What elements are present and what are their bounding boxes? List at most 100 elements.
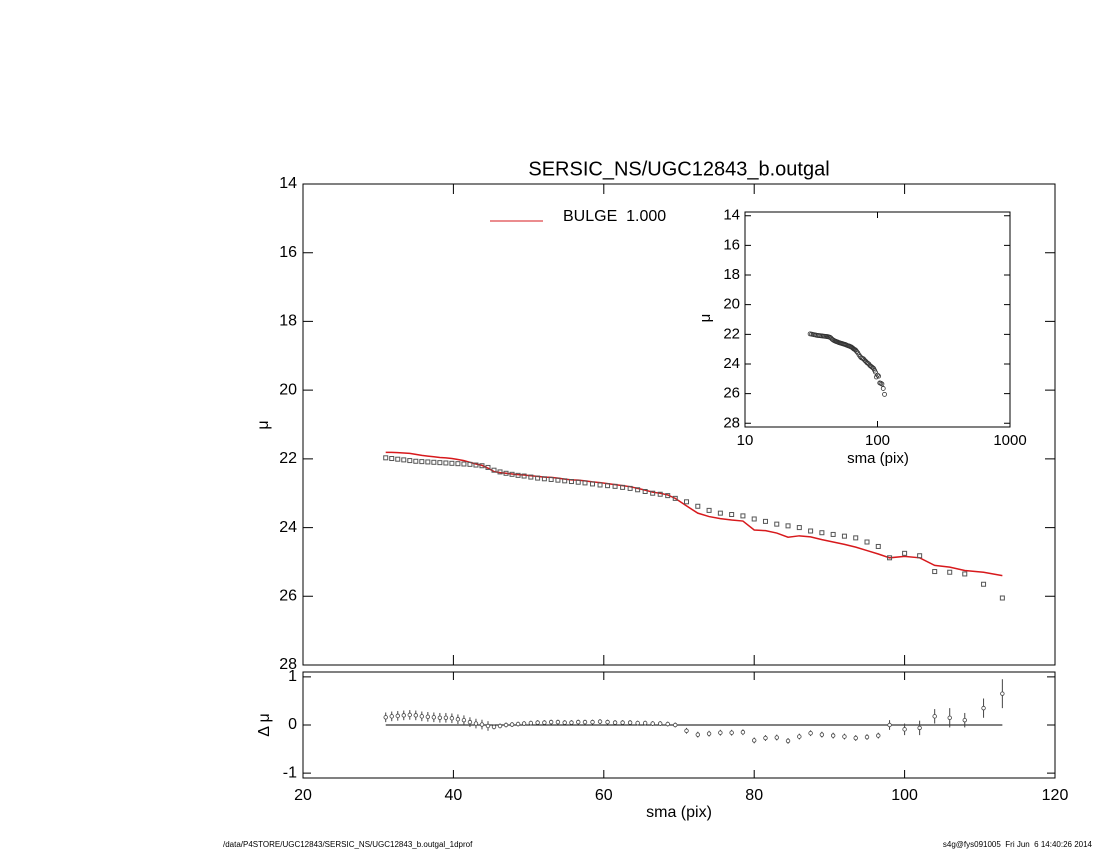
residual-point [830,733,836,738]
residual-point [590,719,595,725]
data-point [665,493,671,499]
residual-point [437,715,443,720]
y-tick-label: 14 [279,175,297,192]
x-tick-label: 60 [595,787,613,804]
residual-point [497,723,503,729]
residual-point [407,712,412,718]
inset-y-label: μ [697,314,714,323]
residual-point [473,721,479,726]
inset-point [880,386,886,391]
residual-point [467,719,473,725]
inset-point [878,380,884,386]
inset-point [879,381,885,387]
data-point [830,531,836,537]
data-point [597,482,603,488]
residual-point [455,717,461,722]
data-point [650,490,656,496]
residual-point [443,715,449,720]
y-tick-label: 24 [723,355,740,372]
x-tick-label: 40 [445,787,463,804]
residual-point [597,719,603,724]
residual-point [752,738,757,743]
data-point [590,481,596,487]
residual-point [635,720,640,726]
data-point [999,595,1005,601]
plot-frame [302,183,1056,666]
data-point [785,523,791,529]
plot-frame [744,211,1011,428]
data-point [467,461,473,467]
data-point [383,455,389,461]
data-point [401,457,407,463]
residual-point [706,731,712,736]
residual-point [395,713,400,719]
residual-point [562,720,567,725]
data-point [425,459,431,465]
data-point [932,569,938,575]
x-tick-label: 80 [745,787,763,804]
data-point [575,479,581,485]
data-point [612,483,618,489]
data-point [521,473,527,479]
residual-point [673,722,678,728]
footer-path: /data/P4STORE/UGC12843/SERSIC_NS/UGC1284… [223,840,473,849]
data-point [437,460,443,466]
residual-point [853,735,858,741]
y-tick-label: -1 [283,764,297,781]
residual-point [582,719,588,725]
residual-point [887,722,892,728]
residual-point [425,714,431,720]
residual-point [962,717,967,723]
data-point [672,495,678,501]
residual-point [808,730,813,736]
data-point [774,521,780,527]
residual-point [864,734,870,740]
residual-point [528,720,534,726]
data-point [497,469,503,475]
x-tick-label: 1000 [993,432,1026,449]
residual-point [981,705,986,711]
x-tick-label: 20 [294,787,312,804]
y-tick-label: 18 [279,313,297,330]
y-tick-label: 14 [723,207,740,224]
data-point [443,460,449,466]
data-point [808,528,814,534]
residual-point [419,714,425,719]
footer-stamp: s4g@fys091005 Fri Jun 6 14:40:26 2014 [943,840,1093,849]
data-point [491,467,497,473]
data-point [717,510,723,516]
data-point [887,555,893,561]
data-point [548,476,554,482]
residual-point [569,720,574,725]
data-point [917,553,923,559]
residual-point [555,719,561,725]
residual-point [785,738,791,744]
y-tick-label: 20 [279,381,297,398]
y-tick-label: 22 [723,325,740,342]
data-point [962,571,968,577]
residual-point [449,716,455,721]
data-point [706,507,712,513]
data-point [449,460,455,466]
residual-point [774,735,779,740]
data-point [473,462,479,468]
residual-point [819,732,825,737]
data-point [455,461,461,467]
data-point [853,535,859,541]
y-tick-label: 26 [723,385,740,402]
residual-point [612,720,618,725]
data-point [431,459,437,465]
residual-y-label: Δ μ [256,713,273,736]
residual-point [521,721,527,726]
data-point [515,472,521,478]
residual-point [620,720,625,725]
data-point [395,456,401,462]
data-point [796,525,802,531]
x-tick-label: 100 [891,787,918,804]
data-point [819,530,825,536]
residual-point [542,720,547,725]
inset-point [876,373,882,379]
y-tick-label: 16 [723,236,740,253]
data-point [541,476,547,482]
data-point [695,503,701,509]
